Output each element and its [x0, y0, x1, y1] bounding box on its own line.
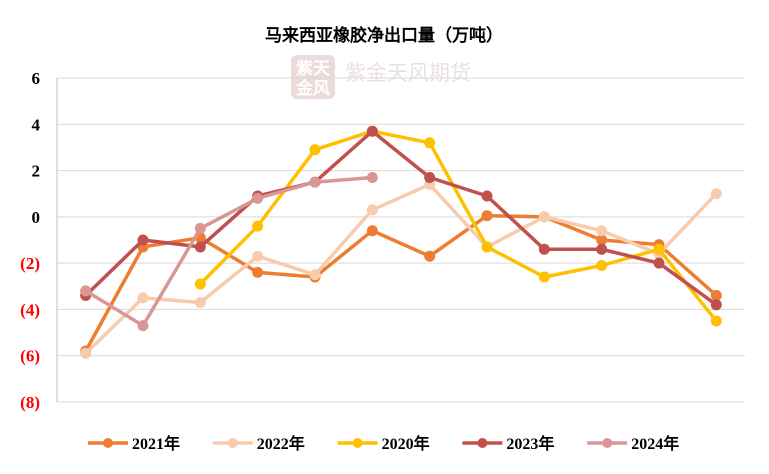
data-point: [194, 278, 206, 290]
legend-item: 2022年: [212, 434, 305, 453]
data-point: [252, 192, 264, 204]
y-tick-label: 6: [32, 69, 41, 88]
data-point: [366, 204, 378, 216]
data-point: [137, 292, 149, 304]
data-point: [481, 190, 493, 202]
legend-label: 2023年: [506, 434, 554, 453]
data-point: [538, 211, 550, 223]
series-4: [80, 172, 378, 332]
data-point: [366, 172, 378, 184]
data-point: [137, 234, 149, 246]
data-point: [538, 271, 550, 283]
legend-label: 2022年: [257, 434, 305, 453]
series-line: [83, 175, 375, 328]
data-point: [710, 315, 722, 327]
series-group: [80, 125, 722, 359]
data-point: [538, 243, 550, 255]
data-point: [309, 176, 321, 188]
y-tick-label: (8): [20, 393, 40, 412]
series-3: [80, 125, 722, 311]
data-point: [80, 285, 92, 297]
data-point: [424, 172, 436, 184]
y-tick-label: 2: [32, 162, 41, 181]
data-point: [710, 290, 722, 302]
legend-item: 2020年: [337, 434, 430, 453]
logo-seal-bottom-text: 金风: [295, 78, 330, 99]
data-point: [252, 250, 264, 262]
y-tick-label: 4: [32, 115, 41, 134]
logo-seal: [291, 55, 335, 99]
legend-item: 2023年: [462, 434, 554, 453]
series-0: [80, 210, 722, 357]
legend-label: 2024年: [631, 434, 679, 453]
data-point: [194, 296, 206, 308]
y-tick-label: (2): [20, 254, 40, 273]
data-point: [596, 259, 608, 271]
data-point: [710, 188, 722, 200]
series-2: [194, 125, 722, 327]
legend: 2021年 2022年 2020年 2023年 2024年: [88, 434, 679, 453]
legend-swatch-marker: [103, 438, 113, 448]
y-tick-label: (4): [20, 300, 40, 319]
logo-seal-top-text: 紫天: [296, 58, 331, 79]
legend-label: 2021年: [132, 434, 180, 453]
y-tick-label: 0: [32, 208, 41, 227]
data-point: [309, 144, 321, 156]
data-point: [596, 225, 608, 237]
data-point: [194, 241, 206, 253]
legend-swatch-marker: [352, 438, 363, 448]
legend-item: 2024年: [587, 434, 679, 453]
chart-title: 马来西亚橡胶净出口量（万吨）: [265, 25, 503, 46]
data-point: [481, 241, 493, 253]
data-point: [194, 222, 206, 234]
legend-label: 2020年: [382, 434, 430, 453]
data-point: [596, 243, 608, 255]
data-point: [309, 269, 321, 281]
legend-swatch-marker: [227, 438, 238, 448]
logo-company-name: 紫金天风期货: [345, 61, 471, 85]
y-axis-tick-labels: 6 4 2 0 (2) (4) (6) (8): [20, 69, 40, 412]
data-point: [424, 137, 436, 149]
data-point: [252, 266, 264, 278]
data-point: [80, 347, 92, 359]
data-point: [653, 243, 665, 255]
series-line: [83, 182, 719, 356]
data-point: [424, 250, 436, 262]
y-tick-label: (6): [20, 347, 40, 366]
gridlines: [56, 77, 745, 403]
data-point: [596, 234, 608, 246]
data-point: [481, 210, 493, 222]
series-line: [198, 129, 719, 323]
series-line: [83, 213, 719, 353]
data-point: [710, 299, 722, 311]
legend-swatch-marker: [477, 438, 488, 448]
data-point: [366, 125, 378, 137]
data-point: [137, 320, 149, 332]
data-point: [366, 225, 378, 237]
data-point: [653, 257, 665, 269]
company-logo-icon: 紫天 金风 紫金天风期货: [291, 55, 471, 99]
data-point: [252, 220, 264, 232]
legend-item: 2021年: [88, 434, 180, 453]
series-line: [83, 129, 719, 307]
legend-swatch-marker: [602, 438, 613, 448]
